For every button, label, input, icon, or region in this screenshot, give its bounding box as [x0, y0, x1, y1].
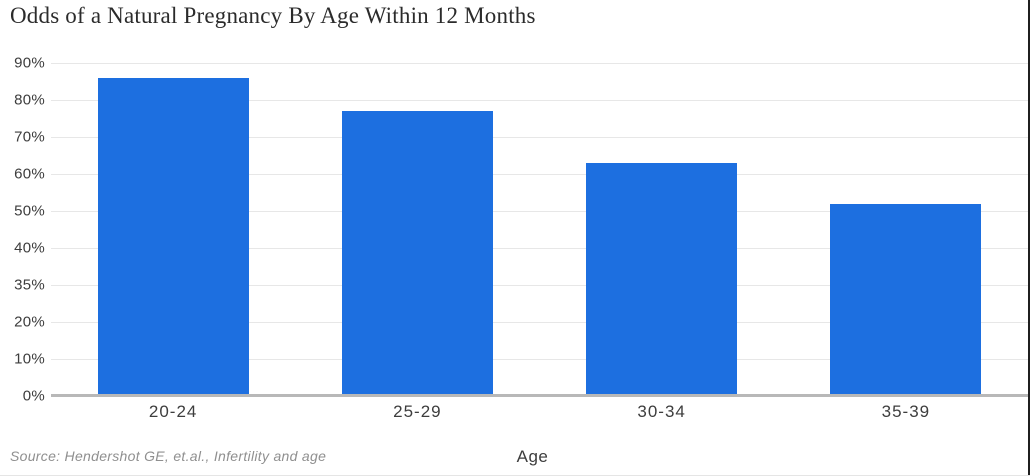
y-axis: 90% 80% 70% 60% 50% 40% 35% 20% 10% 0% — [0, 55, 45, 405]
gridline — [51, 285, 1028, 286]
y-tick-label: 90% — [14, 54, 45, 72]
x-tick-label: 35-39 — [881, 402, 931, 421]
gridline — [51, 63, 1028, 64]
plot-area — [51, 63, 1028, 397]
right-edge-border — [1028, 0, 1030, 475]
gridline — [51, 322, 1028, 323]
y-tick-label: 80% — [14, 91, 45, 109]
x-axis-baseline — [51, 394, 1028, 397]
y-tick-label: 20% — [14, 313, 45, 331]
x-tick-label: 25-29 — [393, 402, 442, 421]
bar-35-39[interactable] — [830, 203, 982, 396]
gridline — [51, 248, 1028, 249]
gridline — [51, 100, 1028, 101]
gridline — [51, 174, 1028, 175]
y-tick-label: 10% — [14, 350, 45, 368]
gridline — [51, 359, 1028, 360]
x-axis: 20-24 25-29 30-34 35-39 — [51, 402, 1028, 428]
y-tick-label: 70% — [14, 128, 45, 146]
bar-20-24[interactable] — [97, 77, 249, 396]
gridline — [51, 137, 1028, 138]
y-tick-label: 35% — [14, 276, 45, 294]
source-note: Source: Hendershot GE, et.al., Infertili… — [10, 448, 327, 464]
bar-25-29[interactable] — [341, 111, 493, 396]
y-tick-label: 60% — [14, 165, 45, 183]
y-tick-label: 50% — [14, 202, 45, 220]
chart-title: Odds of a Natural Pregnancy By Age Withi… — [10, 3, 536, 28]
x-tick-label: 30-34 — [637, 402, 686, 421]
gridline — [51, 211, 1028, 212]
x-axis-title: Age — [516, 447, 549, 466]
x-tick-label: 20-24 — [148, 402, 198, 421]
y-tick-label: 0% — [22, 387, 45, 405]
bar-30-34[interactable] — [586, 162, 738, 396]
y-tick-label: 40% — [14, 239, 45, 257]
